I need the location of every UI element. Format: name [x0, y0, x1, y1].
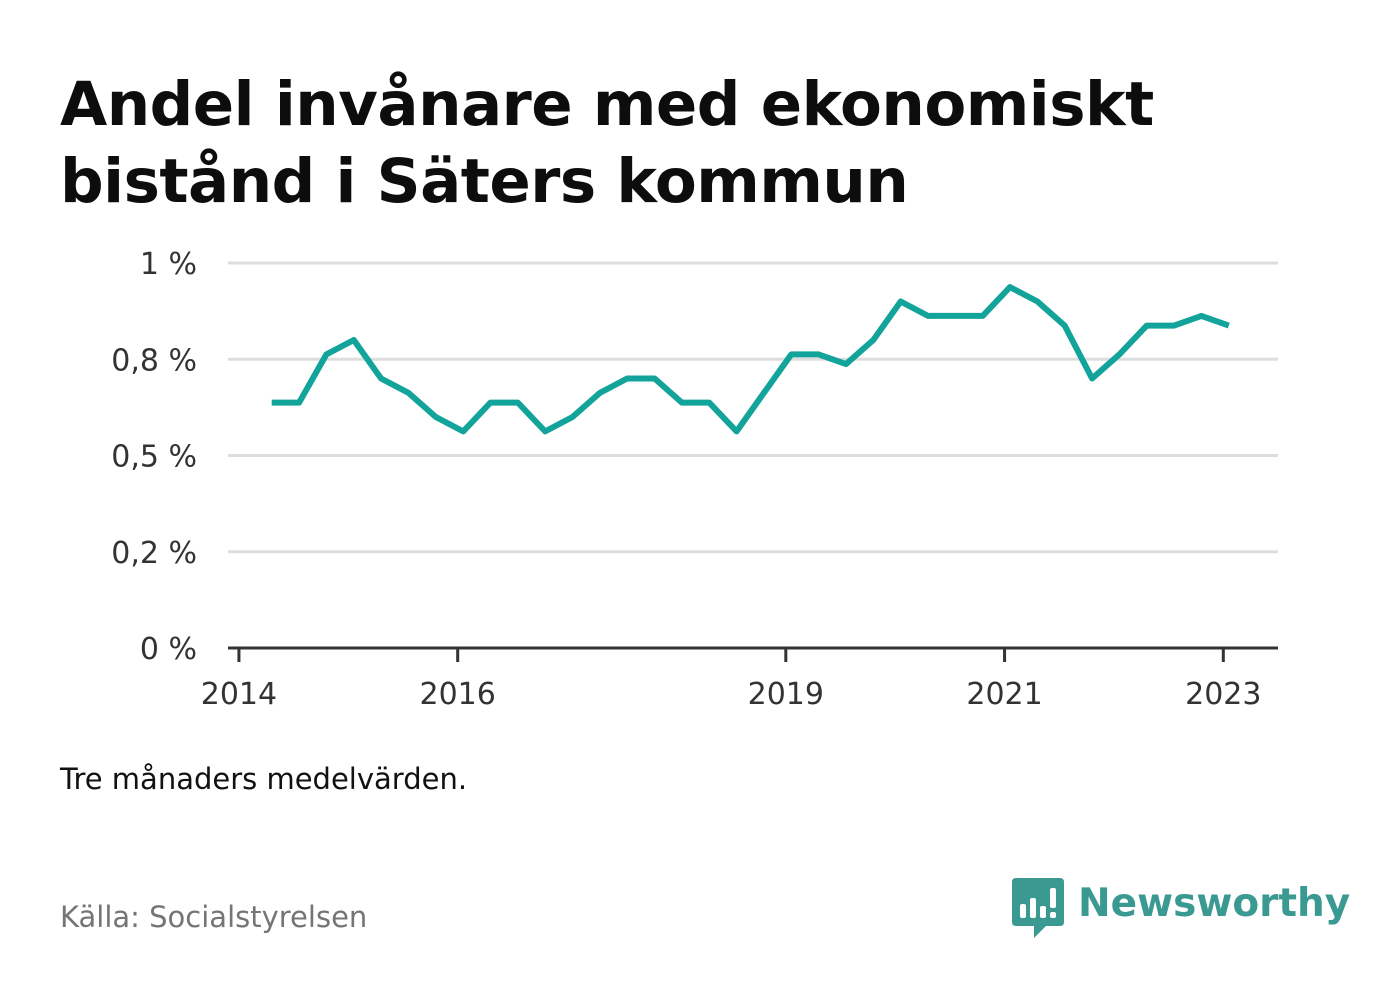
- x-tick-label: 2016: [420, 677, 496, 712]
- brand-logo: Newsworthy: [1012, 878, 1350, 942]
- y-tick-label: 0,5 %: [111, 440, 197, 475]
- x-tick-label: 2019: [748, 677, 824, 712]
- chart-title-line-1: Andel invånare med ekonomiskt: [60, 69, 1154, 140]
- x-tick-label: 2023: [1185, 677, 1261, 712]
- source-credit: Källa: Socialstyrelsen: [60, 900, 368, 934]
- chart-title-line-2: bistånd i Säters kommun: [60, 146, 909, 217]
- brand-name: Newsworthy: [1078, 881, 1351, 926]
- chart-title: Andel invånare med ekonomiskt bistånd i …: [60, 66, 1320, 220]
- grid-lines: [228, 261, 1278, 554]
- series-layer: [271, 284, 1230, 435]
- line-chart: 0 %0,2 %0,5 %0,8 %1 % 2014 2016 2019 2021 20…: [111, 247, 1278, 712]
- x-tick-label: 2021: [966, 677, 1042, 712]
- y-axis-tick-labels: 0 % 0,2 % 0,5 % 0,8 % 1 %: [111, 247, 197, 667]
- newsworthy-logo-icon: [1012, 878, 1064, 938]
- x-tick-label: 2014: [201, 677, 277, 712]
- series-line: [271, 284, 1230, 435]
- y-tick-label: 0 %: [140, 632, 197, 667]
- y-tick-label: 0,2 %: [111, 536, 197, 571]
- x-axis-tick-labels: 2014 2016 2019 2021 2023: [201, 648, 1261, 712]
- y-tick-label: 1 %: [140, 247, 197, 282]
- y-tick-label: 0,8 %: [111, 343, 197, 378]
- chart-note: Tre månaders medelvärden.: [60, 762, 468, 796]
